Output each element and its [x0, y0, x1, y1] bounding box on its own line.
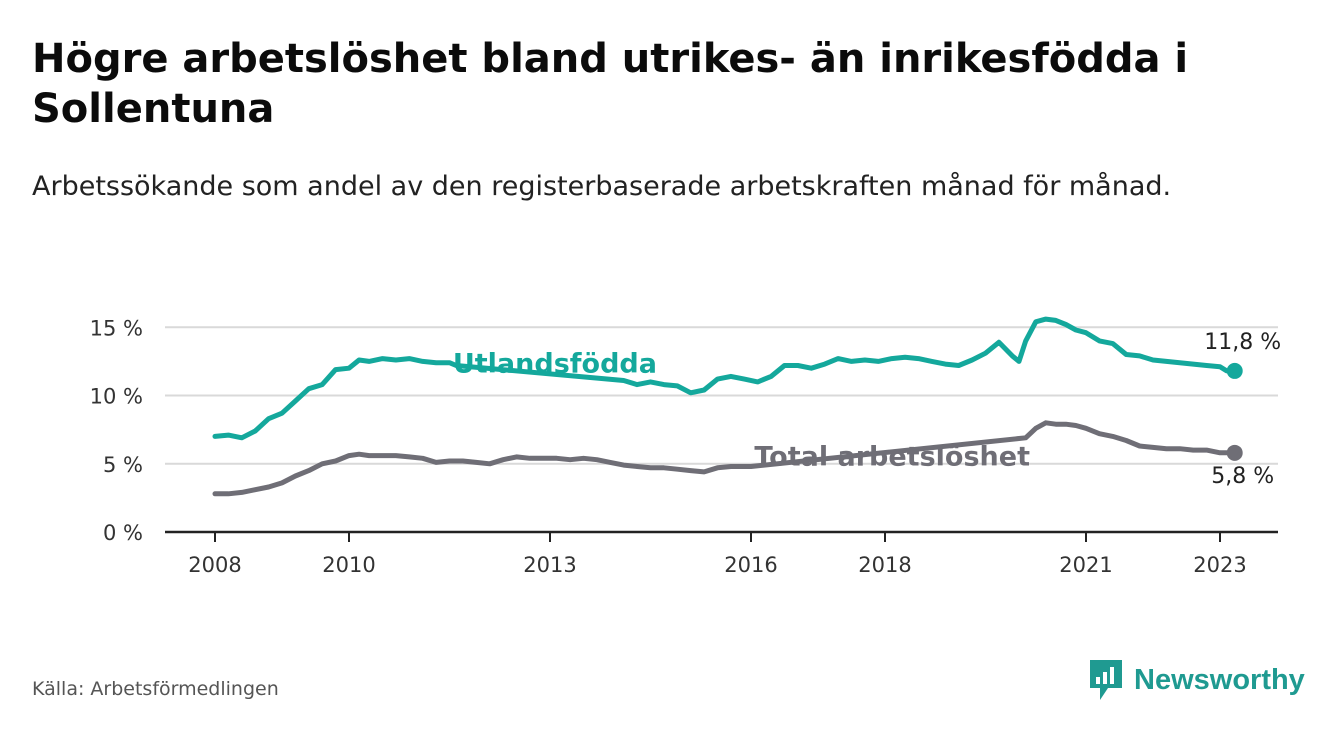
y-tick-label: 0 % [103, 521, 143, 545]
series-labels: Utlandsfödda 11,8 % Total arbetslöshet 5,8 … [453, 330, 1281, 489]
series-line [212, 420, 1230, 497]
brand-logo: Newsworthy [1088, 658, 1305, 702]
end-value-label: 5,8 % [1211, 464, 1274, 489]
series-label: Utlandsfödda [453, 349, 657, 380]
line-chart: 0 % 5 % 10 % 15 % 2008 2010 2013 2016 2018 2021 20… [90, 316, 1282, 577]
x-tick-label: 2008 [188, 553, 241, 577]
x-tick-label: 2013 [523, 553, 576, 577]
x-tick-label: 2010 [322, 553, 375, 577]
series-line [212, 316, 1230, 441]
source-note: Källa: Arbetsförmedlingen [32, 678, 279, 700]
end-point-marker [1226, 444, 1243, 461]
series-label: Total arbetslöshet [754, 442, 1030, 473]
x-tick-label: 2018 [858, 553, 911, 577]
y-tick-label: 10 % [90, 385, 143, 409]
bar-chart-logo-icon [1090, 660, 1122, 700]
chart-title: Högre arbetslöshet bland utrikes- än inr… [32, 36, 1189, 132]
y-tick-label: 15 % [90, 316, 143, 340]
end-point-marker [1226, 362, 1243, 379]
gridlines [165, 326, 1278, 465]
brand-name: Newsworthy [1134, 663, 1305, 696]
end-value-label: 11,8 % [1204, 330, 1281, 355]
x-tick-label: 2023 [1193, 553, 1246, 577]
chart-subtitle: Arbetssökande som andel av den registerb… [32, 171, 1172, 202]
axes: 0 % 5 % 10 % 15 % 2008 2010 2013 2016 2018 2021 20… [90, 316, 1278, 577]
x-tick-label: 2021 [1059, 553, 1112, 577]
y-tick-label: 5 % [103, 453, 143, 477]
x-tick-label: 2016 [724, 553, 777, 577]
series-lines [212, 316, 1243, 497]
